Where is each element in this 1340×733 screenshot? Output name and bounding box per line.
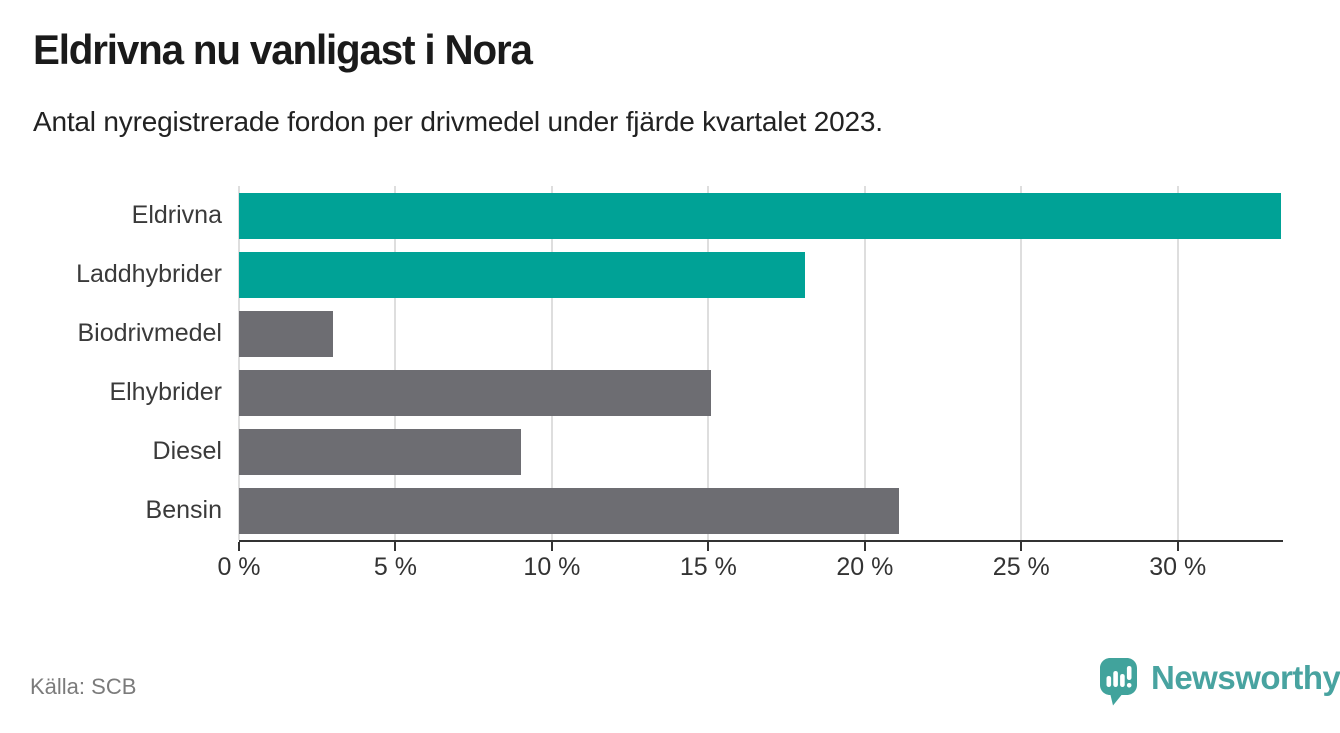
tick-mark-15	[707, 542, 710, 551]
tick-label-20: 20 %	[836, 553, 894, 581]
tick-label-30: 30 %	[1149, 553, 1207, 581]
bar-chart-plot-area	[238, 186, 1281, 540]
newsworthy-logo-icon	[1100, 658, 1137, 706]
gridline-15	[707, 186, 710, 540]
tick-mark-5	[394, 542, 397, 551]
tick-mark-20	[863, 542, 866, 551]
x-axis-tick-labels: 0 % 5 % 10 % 15 % 20 % 25 % 30 %	[217, 553, 1281, 587]
bar-biodrivmedel	[239, 310, 333, 357]
category-label-elhybrider: Elhybrider	[109, 378, 222, 406]
category-label-biodrivmedel: Biodrivmedel	[77, 319, 222, 347]
tick-mark-0	[238, 542, 240, 551]
bar-laddhybrider	[239, 251, 806, 298]
category-label-bensin: Bensin	[145, 496, 222, 524]
gridline-25	[1020, 186, 1023, 540]
gridline-30	[1176, 186, 1179, 540]
chart-title: Eldrivna nu vanligast i Nora	[33, 26, 533, 73]
bar-bensin	[239, 487, 900, 534]
category-label-eldrivna: Eldrivna	[131, 201, 222, 229]
newsworthy-logo: Newsworthy	[1100, 656, 1340, 706]
newsworthy-wordmark: Newsworthy	[1151, 659, 1340, 696]
x-axis-line	[239, 540, 1283, 542]
gridline-0	[238, 186, 240, 540]
tick-mark-25	[1020, 542, 1023, 551]
tick-label-5: 5 %	[373, 553, 417, 581]
bar-diesel	[239, 428, 521, 475]
tick-label-10: 10 %	[523, 553, 581, 581]
tick-label-0: 0 %	[217, 553, 261, 581]
tick-mark-30	[1176, 542, 1179, 551]
gridline-5	[394, 186, 397, 540]
tick-label-15: 15 %	[679, 553, 737, 581]
bar-eldrivna	[239, 192, 1281, 239]
tick-label-25: 25 %	[992, 553, 1050, 581]
category-axis-labels: Eldrivna Laddhybrider Biodrivmedel Elhybrid…	[0, 186, 222, 540]
gridline-20	[863, 186, 866, 540]
category-label-diesel: Diesel	[152, 437, 222, 465]
category-label-laddhybrider: Laddhybrider	[76, 260, 222, 288]
chart-subtitle: Antal nyregistrerade fordon per drivmede…	[33, 106, 883, 137]
gridline-10	[550, 186, 553, 540]
bar-elhybrider	[239, 369, 712, 416]
tick-mark-10	[550, 542, 553, 551]
source-note: Källa: SCB	[30, 674, 137, 699]
